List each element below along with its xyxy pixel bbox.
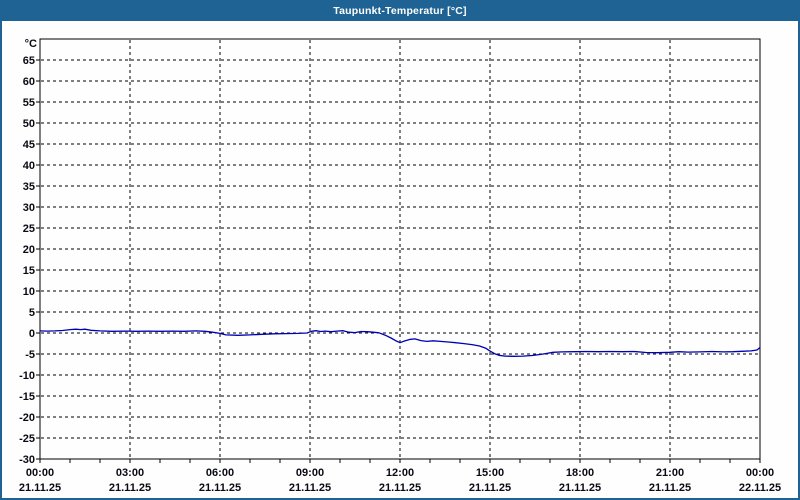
x-tick-time-label: 00:00 bbox=[26, 467, 54, 479]
x-tick-time-label: 12:00 bbox=[386, 467, 414, 479]
y-tick-label: 0 bbox=[29, 328, 35, 340]
x-tick-time-label: 21:00 bbox=[656, 467, 684, 479]
y-tick-label: 40 bbox=[23, 160, 35, 172]
x-tick-date-label: 22.11.25 bbox=[739, 482, 781, 494]
y-axis-unit-label: °C bbox=[25, 38, 37, 50]
dewpoint-series-line bbox=[39, 328, 761, 357]
x-tick-date-label: 21.11.25 bbox=[199, 482, 241, 494]
y-tick-label: 45 bbox=[23, 139, 35, 151]
y-tick-label: -5 bbox=[25, 349, 35, 361]
y-tick-label: 30 bbox=[23, 202, 35, 214]
x-tick-time-label: 09:00 bbox=[296, 467, 324, 479]
chart-canvas: -30 -25 -20 -15 -10 -5 0 5 10 15 20 25 30 35 40 45 50 55 6… bbox=[19, 38, 781, 494]
y-tick-label: 10 bbox=[23, 286, 35, 298]
y-tick-label: 55 bbox=[23, 97, 35, 109]
y-tick-label: 5 bbox=[29, 307, 35, 319]
x-tick-date-label: 21.11.25 bbox=[289, 482, 331, 494]
x-tick-time-label: 18:00 bbox=[566, 467, 594, 479]
x-tick-date-label: 21.11.25 bbox=[109, 482, 151, 494]
y-tick-label: -25 bbox=[19, 433, 35, 445]
chart-title-bar: Taupunkt-Temperatur [°C] bbox=[2, 2, 798, 21]
y-tick-label: 35 bbox=[23, 181, 35, 193]
x-tick-time-label: 15:00 bbox=[476, 467, 504, 479]
x-tick-date-label: 21.11.25 bbox=[559, 482, 601, 494]
x-tick-time-label: 03:00 bbox=[116, 467, 144, 479]
y-tick-label: -15 bbox=[19, 391, 35, 403]
y-tick-label: 25 bbox=[23, 223, 35, 235]
y-tick-label: 65 bbox=[23, 55, 35, 67]
y-tick-label: 60 bbox=[23, 76, 35, 88]
y-tick-label: 20 bbox=[23, 244, 35, 256]
x-tick-time-label: 06:00 bbox=[206, 467, 234, 479]
y-tick-label: 15 bbox=[23, 265, 35, 277]
y-tick-label: -30 bbox=[19, 454, 35, 466]
x-tick-date-label: 21.11.25 bbox=[379, 482, 421, 494]
y-tick-label: 50 bbox=[23, 118, 35, 130]
y-tick-label: -10 bbox=[19, 370, 35, 382]
x-tick-time-label: 00:00 bbox=[746, 467, 774, 479]
x-tick-date-label: 21.11.25 bbox=[649, 482, 691, 494]
x-tick-date-label: 21.11.25 bbox=[469, 482, 511, 494]
chart-body: -30 -25 -20 -15 -10 -5 0 5 10 15 20 25 30 35 40 45 50 55 6… bbox=[2, 21, 798, 498]
x-tick-date-label: 21.11.25 bbox=[19, 482, 61, 494]
chart-title: Taupunkt-Temperatur [°C] bbox=[333, 5, 467, 17]
y-tick-label: -20 bbox=[19, 412, 35, 424]
